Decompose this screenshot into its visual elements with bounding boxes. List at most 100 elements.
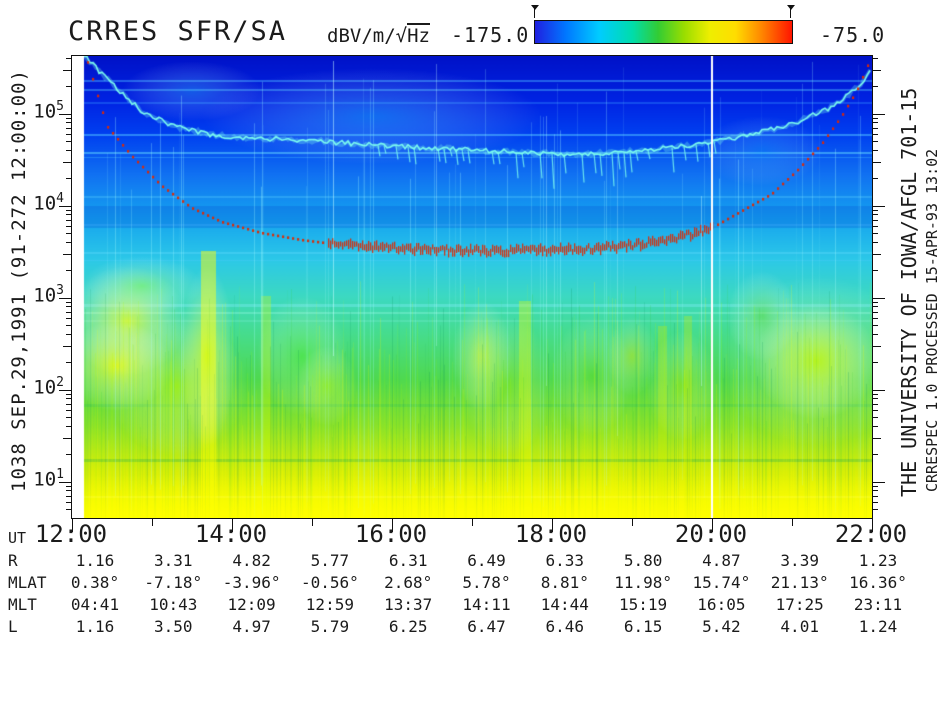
mlat-value: 0.38° [70, 573, 120, 592]
l-value: 1.16 [75, 617, 115, 636]
x-major-tick [391, 519, 393, 532]
r-value: 4.82 [232, 551, 271, 570]
y-minor-tick [66, 403, 71, 405]
mlt-value: 23:11 [853, 595, 903, 614]
ut-hour-label: 14:00 [194, 520, 268, 548]
y-minor-tick [66, 325, 71, 327]
y-major-tick [873, 205, 885, 207]
x-minor-tick [151, 519, 153, 526]
x-major-tick [551, 519, 553, 532]
sqrt-symbol: √ [395, 25, 408, 47]
mlt-value: 17:25 [775, 595, 824, 614]
y-minor-tick [66, 85, 71, 87]
r-value: 6.49 [467, 551, 506, 570]
y-minor-tick [66, 306, 71, 308]
mlt-value: 12:59 [305, 595, 354, 614]
r-value: 5.77 [310, 551, 350, 570]
y-minor-tick [66, 150, 71, 152]
r-value: 3.39 [780, 551, 819, 570]
y-minor-tick [66, 219, 71, 221]
y-minor-tick [873, 334, 878, 336]
y-minor-tick [873, 269, 878, 271]
y-minor-tick [873, 150, 878, 152]
ut-hour-label: 18:00 [514, 520, 588, 548]
y-minor-tick [66, 311, 71, 313]
hz-overline: Hz [407, 23, 430, 47]
colorbar [534, 20, 793, 44]
x-major-tick [711, 519, 713, 532]
x-minor-tick [471, 519, 473, 526]
y-minor-tick [66, 141, 71, 143]
y-minor-tick [66, 177, 71, 179]
y-minor-tick [66, 214, 71, 216]
y-minor-tick [873, 117, 878, 119]
y-minor-tick [66, 58, 71, 60]
r-value: 4.87 [702, 551, 741, 570]
ut-hour-label: 16:00 [354, 520, 428, 548]
row-label-mlat: MLAT [8, 573, 47, 592]
colorbar-units-label: dBV/m/√Hz [327, 23, 430, 47]
y-minor-tick [66, 409, 71, 411]
y-minor-tick [66, 242, 71, 244]
x-major-tick [71, 519, 73, 532]
y-major-tick [873, 481, 885, 483]
y-minor-tick [66, 501, 71, 503]
y-minor-tick [63, 69, 71, 71]
mlt-value: 14:44 [540, 595, 589, 614]
mlat-value: 21.13° [770, 573, 829, 592]
mlt-value: 12:09 [227, 595, 276, 614]
ut-hour-label: 12:00 [34, 520, 108, 548]
y-decade-label: 102 [33, 375, 64, 399]
y-minor-tick [66, 269, 71, 271]
y-minor-tick [873, 161, 881, 163]
y-minor-tick [66, 117, 71, 119]
x-minor-tick [791, 519, 793, 526]
y-minor-tick [873, 127, 878, 129]
y-minor-tick [66, 426, 71, 428]
mlt-value: 15:19 [619, 595, 668, 614]
y-minor-tick [66, 301, 71, 303]
processing-label: CRRESPEC 1.0 PROCESSED 15-APR-93 13:02 [923, 148, 941, 492]
y-minor-tick [873, 209, 878, 211]
y-minor-tick [63, 253, 71, 255]
mlt-value: 04:41 [70, 595, 120, 614]
r-value: 5.80 [623, 551, 663, 570]
y-major-tick [873, 389, 885, 391]
colorbar-marker-left-icon [530, 5, 539, 18]
mlat-value: -3.96° [222, 573, 281, 592]
y-major-tick [59, 113, 71, 115]
y-minor-tick [66, 334, 71, 336]
mlat-value: 15.74° [692, 573, 751, 592]
l-value: 6.47 [467, 617, 506, 636]
ut-hour-label: 22:00 [834, 520, 908, 548]
y-minor-tick [66, 225, 71, 227]
y-minor-tick [873, 490, 878, 492]
mlat-value: 11.98° [614, 573, 672, 592]
l-value: 6.15 [623, 617, 663, 636]
y-minor-tick [873, 306, 878, 308]
y-minor-tick [873, 437, 881, 439]
row-label-l: L [8, 617, 18, 636]
page-title: CRRES SFR/SA [68, 16, 288, 47]
l-value: 5.42 [702, 617, 741, 636]
y-minor-tick [873, 242, 878, 244]
ut-hour-label: 20:00 [674, 520, 748, 548]
x-major-tick [871, 519, 873, 532]
y-minor-tick [873, 225, 878, 227]
y-minor-tick [873, 311, 878, 313]
y-minor-tick [873, 219, 878, 221]
y-major-tick [873, 297, 885, 299]
y-minor-tick [66, 417, 71, 419]
y-decade-label: 105 [33, 99, 64, 123]
x-minor-tick [311, 519, 313, 526]
r-value: 1.23 [858, 551, 898, 570]
mlat-value: 5.78° [462, 573, 511, 592]
y-minor-tick [873, 214, 878, 216]
y-decade-label: 101 [33, 467, 64, 491]
y-minor-tick [66, 122, 71, 124]
y-minor-tick [873, 177, 878, 179]
y-minor-tick [66, 393, 71, 395]
y-minor-tick [63, 345, 71, 347]
l-value: 5.79 [310, 617, 350, 636]
y-minor-tick [873, 361, 878, 363]
